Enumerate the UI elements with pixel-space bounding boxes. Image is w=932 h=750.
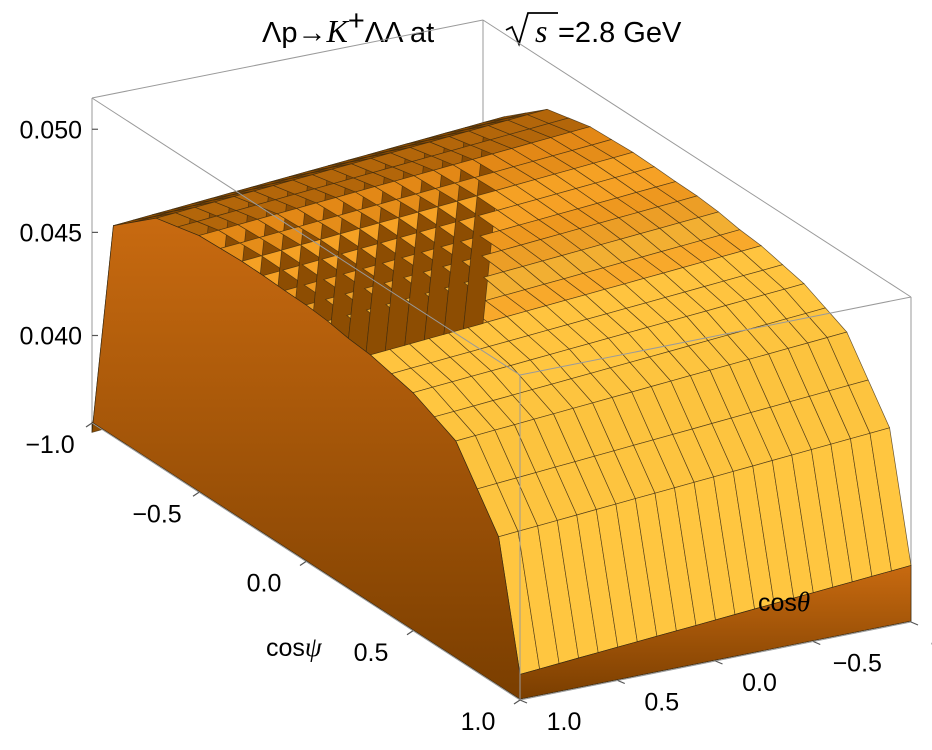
title-reaction: Λp→ [262,17,327,49]
x-tick-mark [299,561,307,566]
title-products: ΛΛ at [365,17,434,49]
x-axis-label-psi: ψ [305,632,323,662]
svg-text:cosθ: cosθ [758,587,810,617]
y-tick-label: 0.0 [742,669,777,697]
axis-ticks: −1.0 −0.5 0.0 0.5 1.0 −1.0 −0.5 0.0 0.5 1.0 0.040 0… [19,116,932,736]
y-axis-label-theta: θ [797,587,810,617]
z-tick-label: 0.050 [19,116,82,144]
y-axis-label: cosθ [758,587,810,617]
y-tick-label: 0.5 [644,689,679,717]
y-tick-mark [910,621,919,626]
y-axis-label-cos: cos [758,589,797,617]
z-tick-label: 0.045 [19,219,82,247]
box-edge [91,97,521,376]
x-tick-mark [85,422,93,428]
title-energy: =2.8 GeV [558,17,682,49]
x-axis-label-cos: cos [266,634,305,662]
y-tick-mark [813,640,821,646]
x-tick-mark [192,491,200,497]
y-tick-mark [617,679,625,685]
box-edge [91,19,484,99]
x-tick-label: 0.5 [354,639,389,667]
svg-text:Λp→K+ΛΛ at: Λp→K+ΛΛ at [262,5,434,49]
y-tick-label: 1.0 [547,708,582,736]
title-sqrt-sign [505,12,558,47]
x-tick-label: −0.5 [132,500,181,528]
surface-front-wall [91,217,521,700]
x-tick-mark [513,699,521,705]
z-tick-label: 0.040 [19,323,82,351]
surface-right-wall [519,564,912,700]
chart-title: Λp→K+ΛΛ at s =2.8 GeV [262,5,682,49]
title-s: s [535,13,547,49]
x-axis-label: cosψ [266,632,323,662]
svg-text:cosψ: cosψ [266,632,323,662]
title-kaon: K [326,13,350,49]
x-tick-label: −1.0 [25,431,74,459]
y-tick-mark [519,699,528,704]
y-tick-label: −1.0 [930,630,932,658]
title-kaon-charge: + [348,5,365,37]
y-tick-label: −0.5 [833,650,882,678]
x-tick-label: 1.0 [461,708,496,736]
x-tick-label: 0.0 [247,570,282,598]
box-edge [519,296,912,376]
box-edge [482,19,912,298]
y-tick-mark [715,660,723,665]
surface-plot [91,108,912,700]
x-tick-mark [406,630,414,636]
